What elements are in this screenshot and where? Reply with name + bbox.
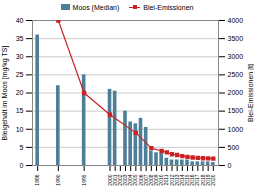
svg-text:2005: 2005 [132,174,139,186]
svg-text:2007: 2007 [142,174,149,186]
svg-text:2000: 2000 [106,174,113,186]
svg-text:2002: 2002 [116,174,123,186]
svg-text:20: 20 [16,89,24,96]
svg-text:2015: 2015 [184,174,191,186]
svg-text:2017: 2017 [194,174,201,186]
svg-text:2004: 2004 [127,174,134,186]
svg-text:2008: 2008 [147,174,154,186]
svg-text:35: 35 [16,35,24,42]
svg-text:2006: 2006 [137,174,144,186]
svg-text:30: 30 [16,53,24,60]
svg-text:500: 500 [228,144,240,151]
svg-text:1990: 1990 [55,174,61,185]
svg-text:2011: 2011 [163,174,170,186]
svg-text:2016: 2016 [189,174,196,186]
svg-text:2009: 2009 [153,174,160,186]
svg-text:2500: 2500 [228,71,244,78]
svg-text:2010: 2010 [158,174,165,186]
svg-text:15: 15 [16,107,24,114]
svg-text:Bleigehalt im Moos [mg/kg TS]: Bleigehalt im Moos [mg/kg TS] [1,46,9,141]
svg-text:1500: 1500 [228,107,244,114]
svg-text:5: 5 [20,144,24,151]
svg-text:2001: 2001 [111,174,118,186]
svg-text:3500: 3500 [228,35,244,42]
svg-text:2019: 2019 [204,174,211,186]
svg-text:2003: 2003 [122,174,129,186]
svg-text:0: 0 [20,162,24,169]
svg-text:2014: 2014 [178,174,185,186]
svg-text:10: 10 [16,125,24,132]
svg-text:1995: 1995 [81,174,87,185]
svg-text:2020: 2020 [210,174,216,185]
html-text:Blei-Emissionen: Blei-Emissionen [143,3,194,11]
svg-text:4000: 4000 [228,17,244,24]
svg-text:25: 25 [16,71,24,78]
html-text:Moos (Median): Moos (Median) [72,3,120,11]
svg-text:3000: 3000 [228,53,244,60]
svg-text:40: 40 [16,17,24,24]
svg-text:2013: 2013 [173,174,180,186]
svg-text:0: 0 [228,162,232,169]
svg-text:2000: 2000 [228,89,244,96]
svg-text:Blei-Emissionen [t]: Blei-Emissionen [t] [247,64,254,122]
svg-text:2018: 2018 [199,174,206,186]
svg-text:1000: 1000 [228,125,244,132]
svg-text:1986: 1986 [34,174,40,185]
svg-text:2012: 2012 [168,174,175,186]
